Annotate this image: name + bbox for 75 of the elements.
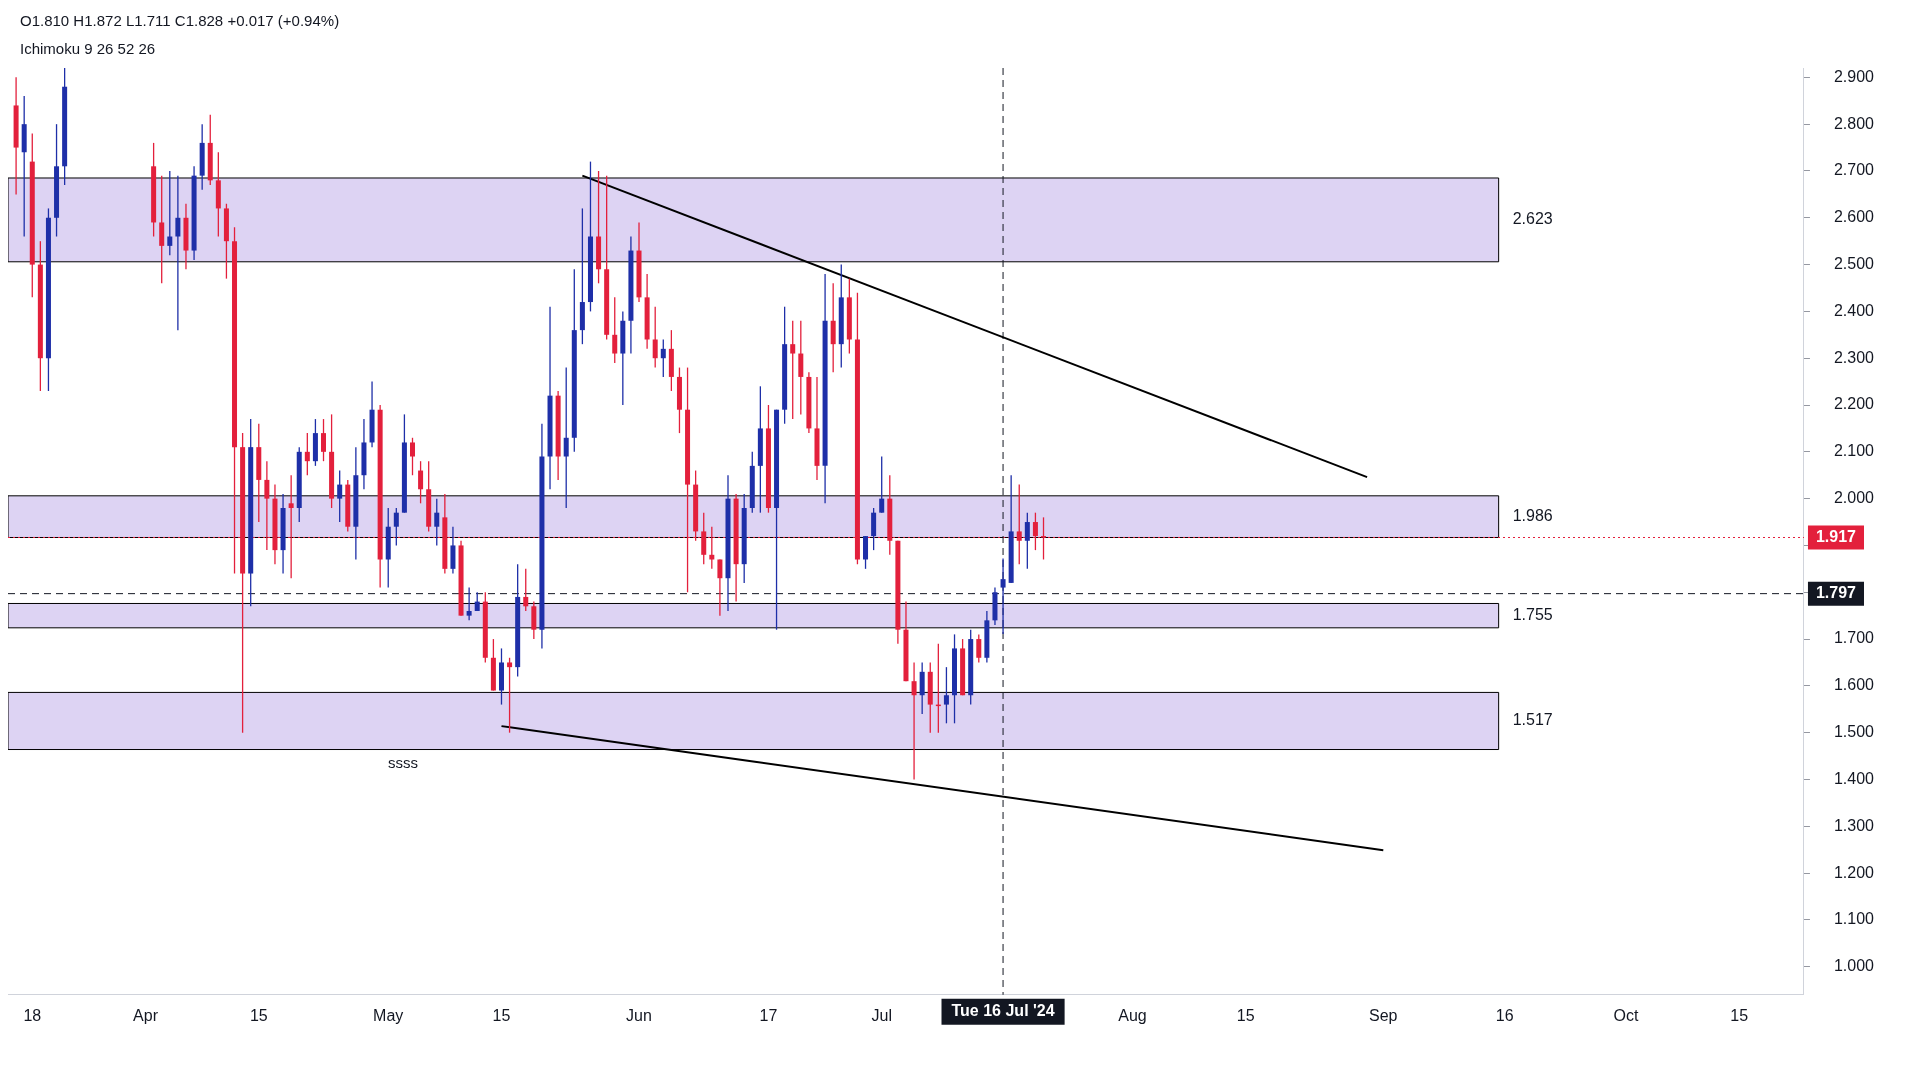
y-tick-label: 2.600 [1833, 208, 1875, 226]
ref-line-label: 1.917 [1815, 527, 1857, 545]
ref-line-label: Tue 16 Jul '24 [951, 1002, 1055, 1020]
y-tick-label: 2.800 [1833, 114, 1875, 132]
y-tick-label: 1.200 [1833, 863, 1875, 881]
candlestick [871, 507, 877, 551]
candlestick [159, 175, 165, 284]
candlestick [321, 418, 327, 462]
candlestick [879, 455, 885, 514]
band-label: 1.755 [1512, 606, 1553, 624]
candlestick [175, 175, 181, 331]
candlestick [450, 526, 456, 575]
band-label: 1.986 [1512, 507, 1553, 525]
candlestick [393, 507, 399, 547]
annotation: ssss [388, 753, 419, 771]
x-tick-label: May [373, 1006, 404, 1024]
band-label: 2.623 [1512, 210, 1553, 228]
candlestick [717, 558, 723, 617]
candlestick [612, 296, 618, 364]
candlestick [434, 497, 440, 547]
candlestick [652, 306, 658, 369]
y-tick-label: 2.700 [1833, 161, 1875, 179]
candlestick [943, 666, 949, 724]
ref-line-label: 1.797 [1815, 584, 1857, 602]
y-tick-label: 1.100 [1833, 910, 1875, 928]
x-tick-label: Apr [133, 1006, 159, 1024]
y-tick-label: 2.900 [1833, 67, 1875, 85]
band-label: 1.517 [1512, 711, 1553, 729]
candlestick [523, 568, 529, 612]
x-tick-label: 17 [759, 1006, 778, 1024]
y-tick-label: 2.500 [1833, 255, 1875, 272]
x-tick-label: 18 [23, 1006, 42, 1024]
candlestick [337, 469, 343, 523]
candlestick [418, 460, 424, 504]
candlestick [409, 437, 415, 476]
y-tick-label: 1.300 [1833, 816, 1875, 834]
x-tick-label: Aug [1118, 1006, 1147, 1024]
candlestick [911, 661, 917, 781]
y-tick-label: 1.600 [1833, 676, 1875, 694]
candlestick [304, 432, 310, 476]
y-tick-label: 1.700 [1833, 629, 1875, 647]
x-tick-label: 15 [492, 1006, 511, 1024]
y-tick-label: 1.000 [1833, 957, 1875, 975]
candlestick [531, 600, 537, 640]
candlestick [863, 535, 869, 570]
candlestick [563, 366, 569, 509]
x-tick-label: 15 [249, 1006, 268, 1024]
x-tick-label: Jul [871, 1006, 892, 1024]
candlestick [1000, 557, 1006, 635]
candlestick [919, 661, 925, 715]
y-tick-label: 2.400 [1833, 301, 1875, 319]
y-tick-label: 2.100 [1833, 442, 1875, 460]
x-tick-label: Sep [1369, 1006, 1398, 1024]
candlestick [507, 657, 513, 734]
x-tick-label: 15 [1236, 1006, 1255, 1024]
x-tick-label: 15 [1730, 1006, 1749, 1024]
candlestick [790, 320, 796, 420]
y-tick-label: 2.000 [1833, 489, 1875, 507]
candlestick [976, 633, 982, 664]
y-tick-label: 1.400 [1833, 769, 1875, 787]
candlestick [466, 586, 472, 621]
text: Ichimoku 9 26 52 26 [20, 40, 156, 58]
candlestick [474, 591, 480, 612]
candlestick [798, 320, 804, 416]
text: O1.810 H1.872 L1.711 C1.828 +0.017 (+0.94%) [20, 12, 340, 30]
y-tick-label: 1.500 [1833, 723, 1875, 741]
candlestick [1024, 512, 1030, 570]
x-tick-label: Jun [626, 1006, 652, 1024]
y-tick-label: 2.200 [1833, 395, 1875, 413]
candlestick [660, 338, 666, 378]
candlestick [830, 282, 836, 373]
x-tick-label: 16 [1495, 1006, 1514, 1024]
x-tick-label: Oct [1613, 1006, 1639, 1024]
y-tick-label: 2.300 [1833, 348, 1875, 366]
candlestick [167, 170, 173, 256]
